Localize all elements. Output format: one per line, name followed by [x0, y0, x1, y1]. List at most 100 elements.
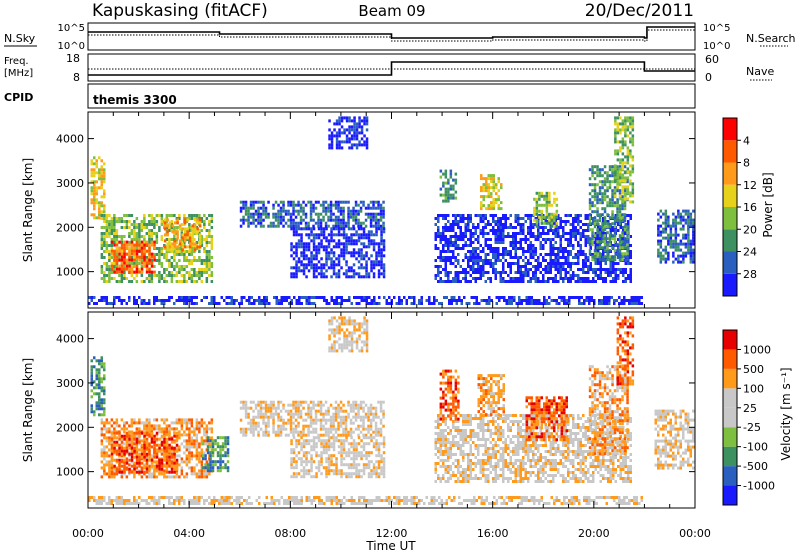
data-cell	[507, 262, 510, 265]
data-cell	[689, 239, 693, 243]
data-cell	[497, 259, 500, 262]
data-cell	[549, 277, 552, 280]
data-cell	[342, 212, 345, 216]
data-cell	[188, 214, 191, 217]
data-cell	[113, 302, 116, 305]
data-cell	[110, 458, 114, 462]
data-cell	[614, 214, 617, 217]
data-cell	[322, 230, 326, 234]
data-cell	[190, 274, 194, 277]
data-cell	[482, 265, 485, 268]
data-cell	[598, 192, 602, 196]
data-cell	[518, 299, 521, 302]
data-cell	[173, 268, 176, 271]
data-cell	[519, 244, 522, 247]
data-cell	[472, 235, 475, 238]
data-cell	[148, 469, 151, 473]
data-cell	[188, 259, 191, 262]
data-cell	[178, 475, 181, 479]
data-cell	[687, 251, 690, 255]
data-cell	[623, 237, 627, 241]
data-cell	[684, 221, 688, 225]
data-cell	[190, 253, 194, 256]
data-cell	[692, 257, 695, 261]
data-cell	[527, 214, 530, 217]
data-cell	[145, 475, 149, 479]
data-cell	[362, 245, 366, 249]
data-cell	[105, 268, 109, 271]
data-cell	[522, 277, 525, 280]
data-cell	[499, 271, 502, 274]
data-cell	[437, 214, 440, 217]
data-cell	[195, 433, 199, 437]
data-cell	[497, 247, 500, 250]
data-cell	[123, 464, 126, 468]
data-cell	[305, 254, 308, 258]
data-cell	[325, 263, 328, 267]
data-cell	[208, 214, 211, 217]
data-cell	[93, 180, 96, 184]
data-cell	[616, 128, 620, 132]
data-cell	[150, 223, 154, 226]
data-cell	[183, 302, 186, 305]
data-cell	[555, 212, 559, 216]
data-cell	[292, 200, 295, 204]
data-cell	[562, 229, 565, 232]
data-cell	[616, 125, 620, 129]
data-cell	[110, 460, 114, 464]
data-cell	[155, 424, 159, 428]
data-cell	[312, 248, 316, 252]
data-cell	[186, 230, 189, 234]
data-cell	[509, 241, 512, 244]
data-cell	[492, 177, 495, 181]
data-cell	[337, 242, 341, 246]
data-cell	[183, 280, 186, 283]
data-cell	[168, 296, 171, 299]
data-cell	[158, 226, 161, 229]
data-cell	[360, 266, 363, 270]
data-cell	[329, 203, 333, 207]
data-cell	[572, 274, 575, 277]
data-cell	[430, 302, 433, 305]
data-cell	[125, 449, 129, 453]
data-cell	[657, 224, 660, 228]
data-cell	[512, 244, 515, 247]
data-cell	[345, 116, 349, 120]
data-cell	[244, 209, 248, 213]
data-cell	[482, 226, 485, 229]
data-cell	[100, 171, 103, 175]
data-cell	[377, 212, 380, 216]
data-cell	[365, 137, 369, 141]
data-cell	[325, 260, 328, 264]
data-cell	[198, 445, 201, 449]
data-cell	[140, 265, 144, 268]
data-cell	[175, 427, 179, 431]
data-cell	[93, 392, 96, 396]
data-cell	[145, 261, 149, 265]
data-cell	[572, 247, 575, 250]
data-cell	[539, 235, 542, 238]
data-cell	[369, 215, 373, 219]
data-cell	[193, 214, 196, 217]
data-cell	[687, 215, 690, 219]
data-cell	[454, 259, 457, 262]
data-cell	[611, 204, 614, 208]
data-cell	[364, 206, 368, 210]
data-cell	[133, 421, 136, 425]
data-cell	[208, 436, 211, 440]
data-cell	[210, 296, 213, 299]
data-cell	[484, 232, 487, 235]
data-cell	[543, 194, 546, 198]
data-cell	[193, 271, 196, 274]
data-cell	[569, 262, 572, 265]
data-cell	[689, 224, 693, 228]
data-cell	[614, 164, 617, 168]
data-cell	[618, 296, 621, 299]
data-cell	[564, 274, 567, 277]
data-cell	[444, 223, 447, 226]
data-cell	[462, 247, 465, 250]
data-cell	[98, 401, 101, 405]
data-cell	[667, 251, 670, 255]
data-cell	[343, 128, 346, 132]
data-cell	[115, 265, 119, 268]
